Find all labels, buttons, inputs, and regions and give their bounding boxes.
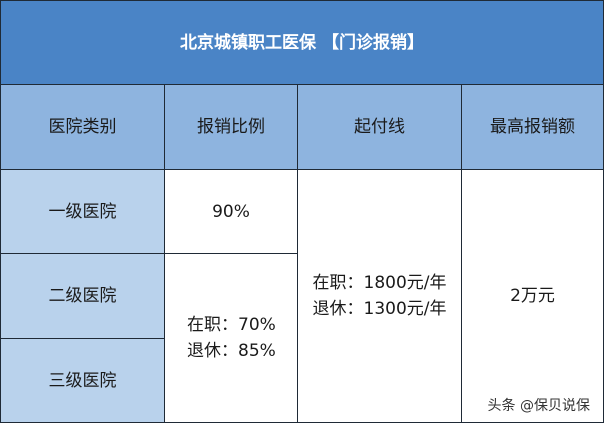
- row-level1-label: 一级医院: [0, 169, 165, 254]
- ratio-level1: 90%: [164, 169, 298, 254]
- max-reimbursement: 2万元: [461, 169, 604, 423]
- deductible-retired: 退休：1300元/年: [312, 299, 447, 319]
- watermark: 头条 @保贝说保: [487, 398, 590, 414]
- deductible-cell: 在职：1800元/年 退休：1300元/年: [297, 169, 462, 423]
- row-level2-label: 二级医院: [0, 253, 165, 339]
- header-deductible: 起付线: [297, 84, 462, 170]
- table-title: 北京城镇职工医保 【门诊报销】: [0, 0, 604, 85]
- header-hospital-type: 医院类别: [0, 84, 165, 170]
- ratio-level23: 在职：70% 退休：85%: [164, 253, 298, 423]
- header-max: 最高报销额: [461, 84, 604, 170]
- deductible-employed: 在职：1800元/年: [312, 273, 447, 293]
- header-ratio: 报销比例: [164, 84, 298, 170]
- row-level3-label: 三级医院: [0, 338, 165, 423]
- ratio-employed: 在职：70%: [187, 315, 276, 335]
- ratio-retired: 退休：85%: [187, 341, 276, 361]
